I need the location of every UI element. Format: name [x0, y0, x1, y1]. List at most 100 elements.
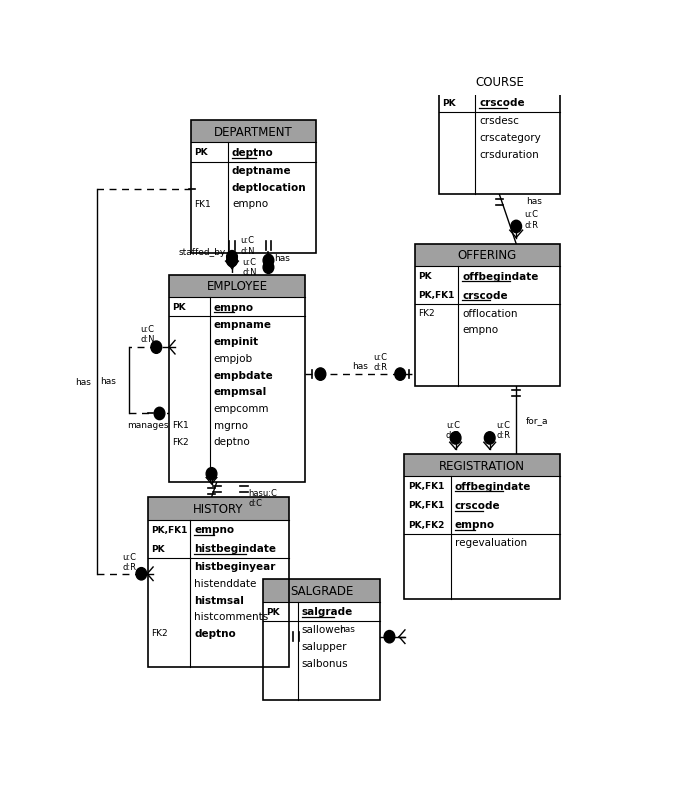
Text: empno: empno: [462, 325, 498, 335]
Text: for_a: for_a: [526, 416, 549, 425]
Text: sallower: sallower: [302, 625, 345, 634]
Text: empcomm: empcomm: [214, 403, 269, 413]
Text: histbegindate: histbegindate: [194, 544, 276, 553]
Text: EMPLOYEE: EMPLOYEE: [207, 280, 268, 293]
Circle shape: [395, 368, 406, 381]
Circle shape: [263, 255, 274, 267]
Text: deptno: deptno: [232, 148, 274, 158]
Bar: [148, 497, 290, 520]
Bar: [415, 245, 560, 387]
Text: PK,FK1: PK,FK1: [408, 482, 444, 491]
Text: crscode: crscode: [462, 290, 508, 301]
Text: has: has: [353, 362, 368, 371]
Text: PK,FK1: PK,FK1: [418, 291, 455, 300]
Bar: [415, 245, 560, 267]
Text: deptno: deptno: [214, 437, 250, 447]
Text: mgrno: mgrno: [214, 420, 248, 430]
Text: FK2: FK2: [151, 629, 168, 638]
Text: COURSE: COURSE: [475, 76, 524, 89]
Text: salgrade: salgrade: [302, 606, 353, 617]
Bar: [190, 121, 316, 253]
Circle shape: [484, 432, 495, 444]
Text: empname: empname: [214, 320, 272, 330]
Text: PK: PK: [194, 148, 208, 157]
Text: PK: PK: [151, 544, 165, 553]
Text: empbdate: empbdate: [214, 370, 273, 380]
Text: crsduration: crsduration: [479, 150, 539, 160]
Bar: [190, 121, 316, 253]
Bar: [263, 580, 380, 700]
Bar: [148, 497, 290, 667]
Text: FK1: FK1: [172, 420, 189, 430]
Text: empjob: empjob: [214, 354, 253, 363]
Text: OFFERING: OFFERING: [457, 249, 517, 262]
Text: salbonus: salbonus: [302, 658, 348, 668]
Text: empno: empno: [214, 302, 254, 312]
Text: u:C
d:N: u:C d:N: [141, 325, 155, 344]
Text: FK2: FK2: [172, 437, 189, 446]
Text: u:C
d:C: u:C d:C: [446, 420, 460, 439]
Bar: [440, 71, 560, 94]
Circle shape: [206, 468, 217, 480]
Text: deptlocation: deptlocation: [232, 182, 306, 192]
Text: PK: PK: [442, 99, 456, 107]
Circle shape: [384, 630, 395, 643]
Text: u:C
d:N: u:C d:N: [240, 236, 255, 255]
Text: empno: empno: [194, 525, 234, 534]
Text: crscode: crscode: [455, 500, 500, 510]
Text: DEPARTMENT: DEPARTMENT: [214, 126, 293, 139]
Text: u:C
d:N: u:C d:N: [243, 257, 257, 277]
Text: PK,FK1: PK,FK1: [151, 525, 187, 534]
Text: FK1: FK1: [194, 200, 210, 209]
Text: offbegindate: offbegindate: [462, 271, 539, 282]
Text: crscode: crscode: [479, 99, 524, 108]
Text: u:C
d:R: u:C d:R: [496, 420, 510, 439]
Text: has: has: [100, 376, 116, 385]
Circle shape: [154, 407, 165, 420]
Bar: [440, 71, 560, 195]
Text: has: has: [75, 378, 90, 387]
Circle shape: [226, 251, 237, 264]
Text: PK: PK: [172, 302, 186, 312]
Text: u:C
d:R: u:C d:R: [122, 552, 136, 571]
Text: offbegindate: offbegindate: [455, 481, 531, 491]
Text: crsdesc: crsdesc: [479, 116, 519, 126]
Bar: [404, 455, 560, 600]
Circle shape: [226, 255, 237, 267]
Text: HISTORY: HISTORY: [193, 502, 244, 515]
Text: has: has: [526, 196, 542, 206]
Bar: [263, 580, 380, 602]
Text: histcomments: histcomments: [194, 611, 268, 622]
Text: u:C
d:R: u:C d:R: [524, 210, 538, 229]
Circle shape: [315, 368, 326, 381]
Bar: [404, 455, 560, 476]
Text: u:C
d:R: u:C d:R: [373, 353, 387, 372]
Text: histmsal: histmsal: [194, 595, 244, 605]
Text: offlocation: offlocation: [462, 308, 518, 318]
Circle shape: [263, 261, 274, 274]
Bar: [263, 580, 380, 700]
Circle shape: [511, 221, 522, 233]
Bar: [148, 497, 290, 667]
Text: staffed_by: staffed_by: [179, 248, 226, 257]
Circle shape: [451, 432, 461, 444]
Text: PK: PK: [418, 272, 432, 281]
Text: FK2: FK2: [418, 309, 435, 318]
Text: regevaluation: regevaluation: [455, 537, 527, 548]
Text: empno: empno: [232, 199, 268, 209]
Text: has: has: [274, 254, 290, 263]
Text: histenddate: histenddate: [194, 578, 257, 588]
Text: PK,FK2: PK,FK2: [408, 520, 444, 529]
Text: has: has: [339, 624, 355, 633]
Bar: [169, 275, 306, 482]
Text: empno: empno: [455, 520, 495, 529]
Text: crscategory: crscategory: [479, 133, 541, 143]
Text: REGISTRATION: REGISTRATION: [439, 459, 525, 472]
Text: SALGRADE: SALGRADE: [290, 585, 353, 597]
Circle shape: [136, 568, 147, 580]
Bar: [404, 455, 560, 600]
Bar: [415, 245, 560, 387]
Text: hasu:C
d:C: hasu:C d:C: [248, 488, 277, 508]
Text: empmsal: empmsal: [214, 387, 267, 397]
Text: PK,FK1: PK,FK1: [408, 501, 444, 510]
